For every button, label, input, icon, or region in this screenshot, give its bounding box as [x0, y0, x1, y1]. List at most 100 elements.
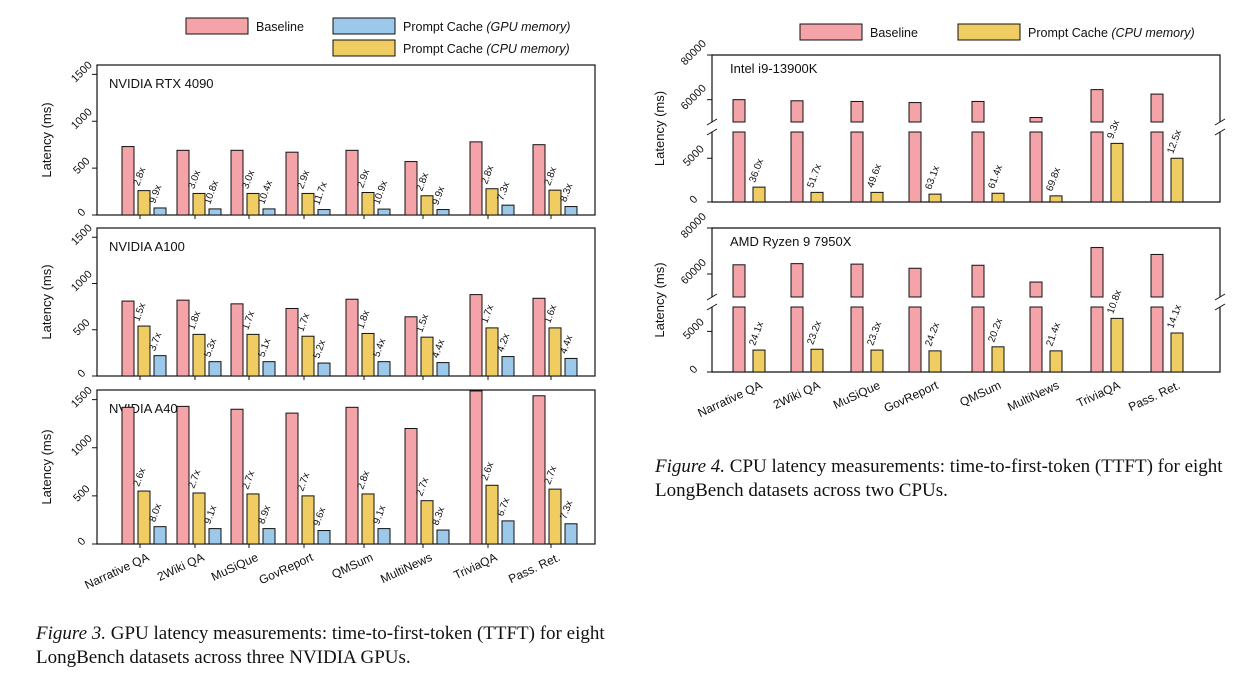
bar-prompt-cache-gpu-memory- [564, 357, 578, 377]
bar-baseline-upper [1029, 117, 1043, 123]
speedup-label: 14.1x [1165, 303, 1184, 330]
bar-prompt-cache-gpu-memory- [317, 530, 331, 545]
speedup-label: 1.5x [414, 313, 431, 335]
x-tick-label: GovReport [882, 378, 941, 415]
bar-prompt-cache-cpu-memory- [192, 192, 206, 216]
bar-prompt-cache-cpu-memory- [991, 346, 1005, 373]
bar-prompt-cache-cpu-memory- [810, 348, 824, 373]
bar-baseline-upper [732, 99, 746, 123]
bar-baseline-lower [971, 306, 985, 373]
panel-title: NVIDIA RTX 4090 [109, 76, 214, 91]
y-tick-label: 1000 [69, 268, 95, 294]
x-tick-label: MuSiQue [831, 378, 883, 412]
bar-baseline-lower [908, 131, 922, 203]
bar-prompt-cache-cpu-memory- [420, 500, 434, 545]
bar-baseline-upper [908, 102, 922, 123]
bar-baseline [469, 390, 483, 545]
bar-prompt-cache-cpu-memory- [1110, 317, 1124, 373]
bar-baseline-lower [732, 131, 746, 203]
panel-title: NVIDIA A40 [109, 401, 178, 416]
panel-title: Intel i9-13900K [730, 61, 818, 76]
bar-prompt-cache-gpu-memory- [153, 526, 167, 545]
legend-swatch-cpu-cache [957, 23, 1021, 41]
bar-prompt-cache-cpu-memory- [928, 193, 942, 203]
y-tick-label: 1500 [69, 222, 95, 248]
bar-baseline-upper [790, 100, 804, 123]
legend-swatch-gpu-cache [332, 17, 396, 35]
x-tick-label: MuSiQue [209, 550, 261, 584]
bar-baseline-upper [1090, 89, 1104, 123]
bar-baseline [469, 294, 483, 377]
bar-prompt-cache-cpu-memory- [361, 493, 375, 545]
legend-label-cpu-cache: Prompt Cache (CPU memory) [1028, 26, 1195, 40]
bar-prompt-cache-gpu-memory- [377, 208, 391, 216]
y-tick-label: 1500 [69, 385, 95, 411]
speedup-label: 11.7x [311, 181, 329, 207]
speedup-label: 10.4x [256, 179, 275, 206]
bar-baseline-upper [1090, 247, 1104, 298]
x-tick-label: MultiNews [378, 550, 434, 586]
y-axis-label: Latency (ms) [39, 264, 54, 339]
bar-baseline [532, 297, 546, 377]
x-tick-label: TriviaQA [451, 550, 499, 582]
legend-label-gpu-cache: Prompt Cache (GPU memory) [403, 20, 570, 34]
cpu-chart-panel: Intel i9-13900K Latency (ms) 60000 80000 0 50… [652, 38, 1226, 206]
bar-prompt-cache-cpu-memory- [420, 336, 434, 377]
speedup-label: 21.4x [1044, 321, 1063, 348]
axis-break-mark [706, 128, 718, 136]
bar-baseline [532, 144, 546, 216]
y-axis-label: Latency (ms) [652, 262, 667, 337]
bar-baseline [285, 151, 299, 216]
bar-prompt-cache-gpu-memory- [564, 523, 578, 545]
bar-prompt-cache-gpu-memory- [153, 207, 167, 216]
bar-prompt-cache-cpu-memory- [1170, 332, 1184, 373]
bar-baseline [285, 412, 299, 545]
bar-baseline [121, 300, 135, 377]
bar-baseline-upper [790, 263, 804, 298]
bar-prompt-cache-cpu-memory- [548, 189, 562, 216]
panel-title: NVIDIA A100 [109, 239, 185, 254]
gpu-figure-legend: Baseline Prompt Cache (GPU memory) Promp… [185, 17, 570, 57]
y-tick-label: 0 [75, 535, 88, 548]
bar-baseline-upper [1150, 253, 1164, 298]
bar-prompt-cache-cpu-memory- [1170, 157, 1184, 203]
cpu-chart-panel: AMD Ryzen 9 7950X Latency (ms) 60000 80000 0… [652, 211, 1226, 420]
bar-baseline-lower [1029, 131, 1043, 203]
axis-break-mark [1214, 128, 1226, 136]
panel-title: AMD Ryzen 9 7950X [730, 234, 852, 249]
bar-prompt-cache-cpu-memory- [548, 327, 562, 377]
bar-baseline [176, 299, 190, 377]
y-tick-label: 60000 [679, 82, 709, 112]
bar-prompt-cache-cpu-memory- [301, 335, 315, 377]
bar-prompt-cache-cpu-memory- [301, 192, 315, 216]
bar-baseline-lower [1090, 306, 1104, 373]
x-tick-label: TriviaQA [1074, 378, 1122, 410]
bar-prompt-cache-cpu-memory- [361, 192, 375, 216]
legend-label-baseline: Baseline [256, 20, 304, 34]
legend-swatch-baseline [799, 23, 863, 41]
bar-prompt-cache-cpu-memory- [870, 191, 884, 203]
speedup-label: 63.1x [923, 164, 942, 191]
bar-baseline-lower [850, 306, 864, 373]
bar-prompt-cache-cpu-memory- [810, 191, 824, 203]
y-tick-label: 1000 [69, 106, 95, 132]
bar-prompt-cache-cpu-memory- [485, 484, 499, 545]
speedup-label: 36.0x [747, 157, 766, 184]
bar-prompt-cache-cpu-memory- [752, 186, 766, 203]
bar-prompt-cache-gpu-memory- [501, 204, 515, 216]
bar-baseline-upper [850, 263, 864, 298]
axis-break-mark [706, 293, 718, 301]
speedup-label: 9.9x [147, 183, 164, 205]
bar-prompt-cache-gpu-memory- [262, 528, 276, 545]
charts-root: NVIDIA RTX 4090 Latency (ms) 0 500 1000 1500 2… [39, 38, 1226, 592]
bar-baseline [469, 141, 483, 216]
bar-baseline-lower [790, 306, 804, 373]
bar-prompt-cache-cpu-memory- [137, 190, 151, 216]
bar-baseline [121, 146, 135, 216]
y-tick-label: 500 [71, 483, 92, 504]
cpu-figure-legend: Baseline Prompt Cache (CPU memory) [799, 23, 1195, 41]
speedup-label: 7.3x [495, 181, 512, 203]
y-tick-label: 80000 [679, 211, 709, 241]
